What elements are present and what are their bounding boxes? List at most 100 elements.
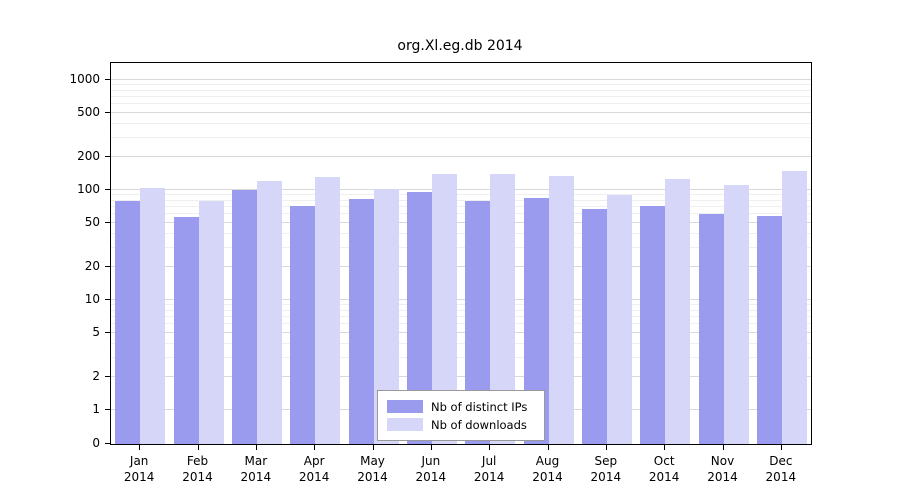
bar-downloads-apr (315, 176, 341, 444)
bar-distinct-ips-mar (231, 190, 257, 444)
y-tick-mark (105, 112, 110, 114)
gridline (111, 316, 811, 318)
y-tick-mark (105, 189, 110, 190)
y-tick-label: 5 (92, 325, 100, 340)
gridline (111, 222, 811, 224)
y-tick-label: 0 (92, 436, 100, 450)
x-tick-mark (255, 445, 257, 450)
gridline (111, 189, 811, 190)
bar-distinct-ips-oct (640, 205, 666, 444)
x-tick-mark (372, 445, 374, 450)
legend-item-downloads: Nb of downloads (387, 416, 535, 433)
x-tick-mark (605, 445, 607, 450)
y-tick-mark (105, 265, 110, 267)
bar-downloads-jan (140, 187, 166, 444)
bar-distinct-ips-jan (115, 200, 141, 444)
x-tick-mark (430, 445, 432, 450)
x-tick-label-feb: Feb 2014 (182, 454, 213, 484)
legend-label-downloads: Nb of downloads (431, 417, 527, 432)
gridline (111, 304, 811, 306)
bar-downloads-feb (198, 200, 224, 444)
gridline (111, 136, 811, 138)
y-tick-mark (105, 443, 110, 444)
x-tick-label-jul: Jul 2014 (473, 454, 505, 484)
y-tick-label: 100 (77, 182, 100, 196)
x-tick-label-aug: Aug 2014 (532, 454, 563, 484)
x-tick-mark (780, 445, 782, 450)
gridline (111, 375, 811, 377)
x-tick-mark (547, 445, 549, 450)
legend-item-distinct-ips: Nb of distinct IPs (387, 398, 535, 415)
y-tick-label: 2 (92, 368, 100, 383)
y-tick-mark (105, 222, 110, 224)
bar-downloads-mar (256, 181, 282, 444)
y-tick-label: 20 (84, 258, 100, 273)
x-tick-mark (489, 445, 491, 450)
x-tick-label-jan: Jan 2014 (123, 454, 155, 484)
bar-distinct-ips-apr (290, 205, 316, 444)
x-tick-mark (664, 445, 666, 450)
gridline (111, 103, 811, 105)
gridline (111, 96, 811, 98)
gridline (111, 79, 811, 80)
bar-distinct-ips-sep (581, 209, 607, 444)
x-tick-mark (722, 445, 724, 450)
gridline (111, 356, 811, 358)
plot-area (110, 62, 812, 445)
y-tick-mark (105, 375, 110, 377)
y-tick-label: 10 (84, 292, 100, 306)
bar-downloads-oct (665, 179, 691, 444)
legend: Nb of distinct IPs Nb of downloads (377, 390, 545, 441)
y-tick-label: 500 (77, 105, 100, 120)
bar-distinct-ips-nov (698, 214, 724, 444)
gridline (111, 342, 811, 344)
gridline (111, 155, 811, 157)
bar-downloads-aug (548, 175, 574, 444)
gridline (111, 332, 811, 334)
gridline (111, 199, 811, 201)
bar-distinct-ips-may (348, 199, 374, 444)
gridline (111, 213, 811, 215)
legend-label-distinct-ips: Nb of distinct IPs (431, 399, 528, 414)
bar-distinct-ips-dec (756, 216, 782, 444)
gridline (111, 112, 811, 114)
gridline (111, 309, 811, 311)
y-tick-mark (105, 79, 110, 80)
bar-downloads-nov (723, 185, 749, 444)
y-tick-label: 50 (84, 215, 100, 230)
x-tick-label-mar: Mar 2014 (240, 454, 272, 484)
gridline (111, 299, 811, 300)
gridline (111, 246, 811, 248)
x-tick-label-apr: Apr 2014 (298, 454, 330, 484)
y-tick-mark (105, 332, 110, 334)
gridline (111, 194, 811, 196)
x-tick-mark (197, 445, 199, 450)
gridline (111, 265, 811, 267)
x-tick-label-sep: Sep 2014 (590, 454, 622, 484)
x-tick-label-nov: Nov 2014 (707, 454, 738, 484)
gridline (111, 89, 811, 91)
legend-swatch-downloads (387, 418, 423, 431)
y-tick-mark (105, 155, 110, 157)
x-tick-label-may: May 2014 (357, 454, 388, 484)
y-tick-label: 1000 (69, 72, 100, 86)
x-tick-label-oct: Oct 2014 (648, 454, 680, 484)
bar-downloads-sep (606, 195, 632, 444)
bar-downloads-dec (781, 170, 807, 444)
gridline (111, 122, 811, 124)
bar-distinct-ips-feb (173, 216, 199, 444)
y-tick-label: 1 (92, 402, 100, 416)
x-tick-mark (139, 445, 141, 450)
y-tick-mark (105, 299, 110, 300)
gridline (111, 323, 811, 325)
y-tick-mark (105, 409, 110, 410)
gridline (111, 206, 811, 208)
x-tick-label-jun: Jun 2014 (415, 454, 447, 484)
x-tick-mark (314, 445, 316, 450)
legend-swatch-distinct-ips (387, 400, 423, 413)
y-tick-label: 200 (77, 148, 100, 163)
chart-title: org.Xl.eg.db 2014 (397, 38, 523, 54)
gridline (111, 84, 811, 86)
x-tick-label-dec: Dec 2014 (765, 454, 797, 484)
